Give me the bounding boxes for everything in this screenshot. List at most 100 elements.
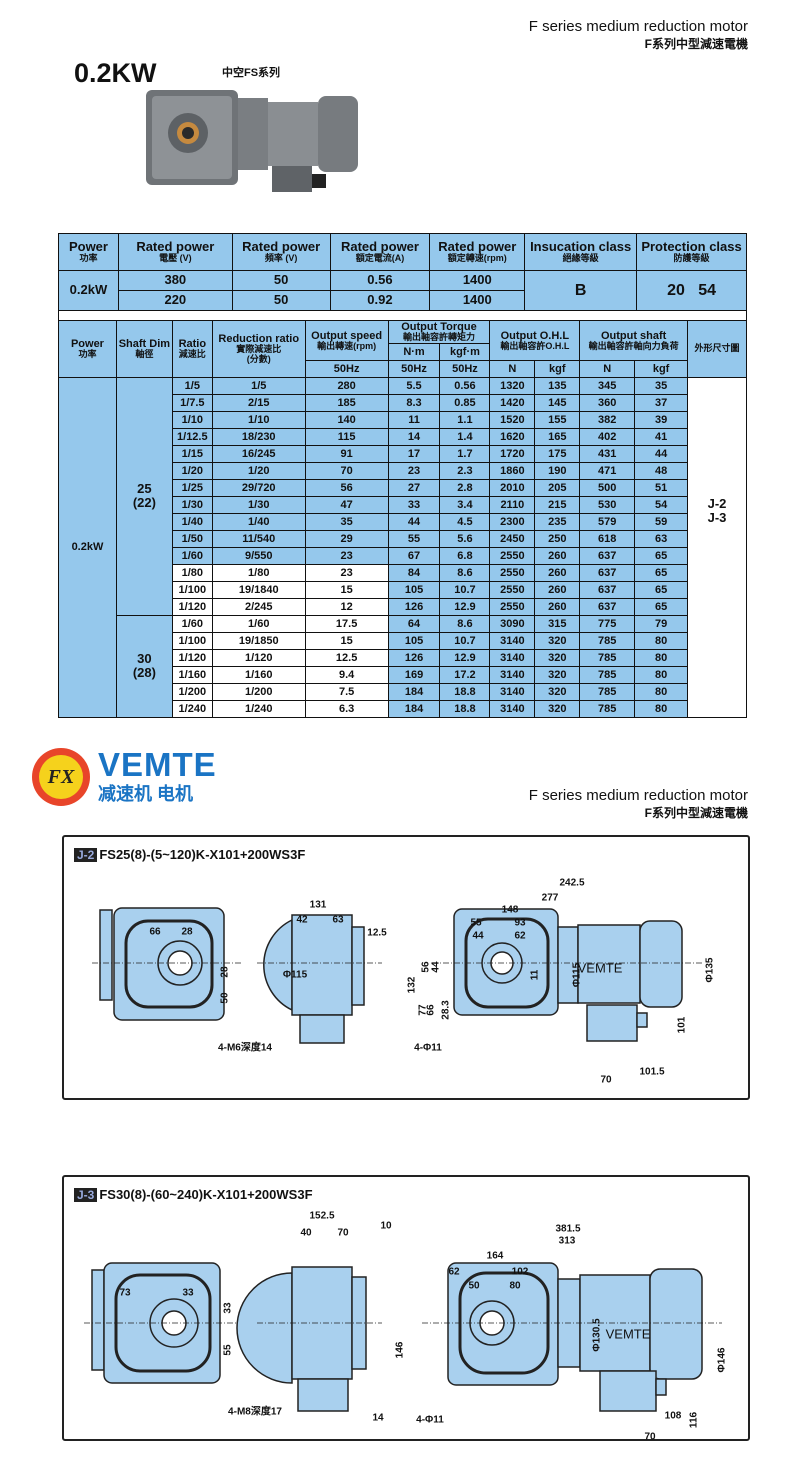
section-title-cn: F系列中型減速電機 xyxy=(644,806,748,820)
cell: 54 xyxy=(634,495,689,514)
drawing-j2-frame: J-2 FS25(8)-(5~120)K-X101+200WS3F xyxy=(62,835,750,1100)
spec-cell: 380 xyxy=(117,270,233,291)
cell: 169 xyxy=(387,665,441,684)
spec-protection: 20 54 xyxy=(636,270,747,311)
cell: 63 xyxy=(634,529,689,548)
cell: 91 xyxy=(304,444,389,463)
th-output-ohl: Output O.H.L 輸出軸容許O.H.L xyxy=(489,320,581,361)
th-reduction-ratio: Reduction ratio 實際減速比 (分數) xyxy=(211,320,306,378)
cell: 165 xyxy=(534,427,581,446)
dimension-label: 42 xyxy=(296,914,308,926)
cell: 1/80 xyxy=(171,563,213,582)
drawing-tag: J-2 xyxy=(74,847,98,862)
dimension-label: 116 xyxy=(688,1411,700,1429)
section-title-en: F series medium reduction motor xyxy=(528,787,748,804)
cell: 12.5 xyxy=(304,648,389,667)
dimension-label: 4-Φ11 xyxy=(414,1042,442,1054)
dimension-label: 4-M6深度14 xyxy=(218,1042,272,1054)
cell: 1860 xyxy=(489,461,536,480)
header-title-en: F series medium reduction motor xyxy=(528,18,748,35)
cell: 65 xyxy=(634,546,689,565)
dimension-label: 132 xyxy=(406,976,418,994)
cell: 3090 xyxy=(489,614,536,633)
table-row: 1/80 1/80 23 84 8.6 2550 260 637 65 xyxy=(59,563,747,582)
cell: 39 xyxy=(634,410,689,429)
spec-cell: 0.56 xyxy=(329,270,431,291)
dimension-label: 62 xyxy=(448,1266,460,1278)
table-row: 1/50 11/540 29 55 5.6 2450 250 618 63 xyxy=(59,529,747,548)
row-shaft-dim: 30 (28) xyxy=(115,614,173,718)
cell: 84 xyxy=(387,563,441,582)
cell: 1/120 xyxy=(171,597,213,616)
dimension-label: 66 xyxy=(425,1004,437,1016)
cell: 3140 xyxy=(489,648,536,667)
cell: 23 xyxy=(387,461,441,480)
dimension-label: 146 xyxy=(394,1341,406,1359)
cell: 205 xyxy=(534,478,581,497)
cell: 79 xyxy=(634,614,689,633)
cell: 1320 xyxy=(489,376,536,395)
cell: 12.9 xyxy=(439,648,491,667)
table-row: 1/25 29/720 56 27 2.8 2010 205 500 51 xyxy=(59,478,747,497)
cell: 1/200 xyxy=(171,682,213,701)
dimension-label: 63 xyxy=(332,914,344,926)
table-row: 1/240 1/240 6.3 184 18.8 3140 320 785 80 xyxy=(59,699,747,718)
spec-cell: 220 xyxy=(117,290,233,311)
th-ratio: Ratio 減速比 xyxy=(171,320,213,378)
cell: 126 xyxy=(387,648,441,667)
th-voltage: Rated power 電壓 (V) xyxy=(117,233,233,271)
cell: 1/60 xyxy=(171,614,213,633)
cell: 1/160 xyxy=(211,665,306,684)
cell: 1/10 xyxy=(211,410,306,429)
cell: 70 xyxy=(304,461,389,480)
th-power: Power 功率 xyxy=(58,320,117,378)
cell: 235 xyxy=(534,512,581,531)
dimension-label: 10 xyxy=(380,1220,392,1232)
logo-subtitle: 减速机 电机 xyxy=(98,784,194,804)
table-row: 1/12.5 18/230 115 14 1.4 1620 165 402 41 xyxy=(59,427,747,446)
cell: 1/240 xyxy=(211,699,306,718)
row-shaft-dim: 25 (22) xyxy=(115,376,173,616)
dimension-label: 70 xyxy=(600,1074,612,1086)
drawing-model: FS25(8)-(5~120)K-X101+200WS3F xyxy=(99,847,306,862)
th-protection: Protection class 防護等級 xyxy=(636,233,747,271)
row-power: 0.2kW xyxy=(58,376,117,718)
th-frequency: Rated power 頻率 (V) xyxy=(231,233,331,271)
drawing-j3-title: J-3 FS30(8)-(60~240)K-X101+200WS3F xyxy=(74,1187,313,1202)
cell: 618 xyxy=(579,529,636,548)
cell: 1/7.5 xyxy=(171,393,213,412)
spec-cell: 50 xyxy=(231,290,331,311)
cell: 184 xyxy=(387,699,441,718)
th-shaft-dim: Shaft Dim 軸徑 xyxy=(115,320,173,378)
spec-insulation: B xyxy=(524,270,638,311)
cell: 785 xyxy=(579,665,636,684)
cell: 260 xyxy=(534,580,581,599)
dimension-label: 33 xyxy=(182,1287,194,1299)
cell: 155 xyxy=(534,410,581,429)
cell: 8.6 xyxy=(439,614,491,633)
dimension-label: 55 xyxy=(222,1344,234,1356)
cell: 785 xyxy=(579,682,636,701)
cell: 12.9 xyxy=(439,597,491,616)
dimension-label: Φ130.5 xyxy=(591,1318,603,1352)
table-row: 1/120 1/120 12.5 126 12.9 3140 320 785 80 xyxy=(59,648,747,667)
th-n: N xyxy=(579,359,636,378)
cell: 1/30 xyxy=(171,495,213,514)
dimension-label: 44 xyxy=(472,930,484,942)
cell: 345 xyxy=(579,376,636,395)
cell: 80 xyxy=(634,682,689,701)
dimension-label: 152.5 xyxy=(309,1210,335,1222)
cell: 8.3 xyxy=(387,393,441,412)
cell: 280 xyxy=(304,376,389,395)
cell: 7.5 xyxy=(304,682,389,701)
cell: 1/25 xyxy=(171,478,213,497)
cell: 402 xyxy=(579,427,636,446)
table-row: 30 (28) 1/60 1/60 17.5 64 8.6 3090 315 775 79 xyxy=(59,614,747,718)
cell: 260 xyxy=(534,546,581,565)
cell: 11/540 xyxy=(211,529,306,548)
cell: 18.8 xyxy=(439,682,491,701)
th-speed: Rated power 額定轉速(rpm) xyxy=(429,233,526,271)
dimension-label: 66 xyxy=(149,926,161,938)
dimension-label: 164 xyxy=(486,1250,504,1262)
cell: 18/230 xyxy=(211,427,306,446)
